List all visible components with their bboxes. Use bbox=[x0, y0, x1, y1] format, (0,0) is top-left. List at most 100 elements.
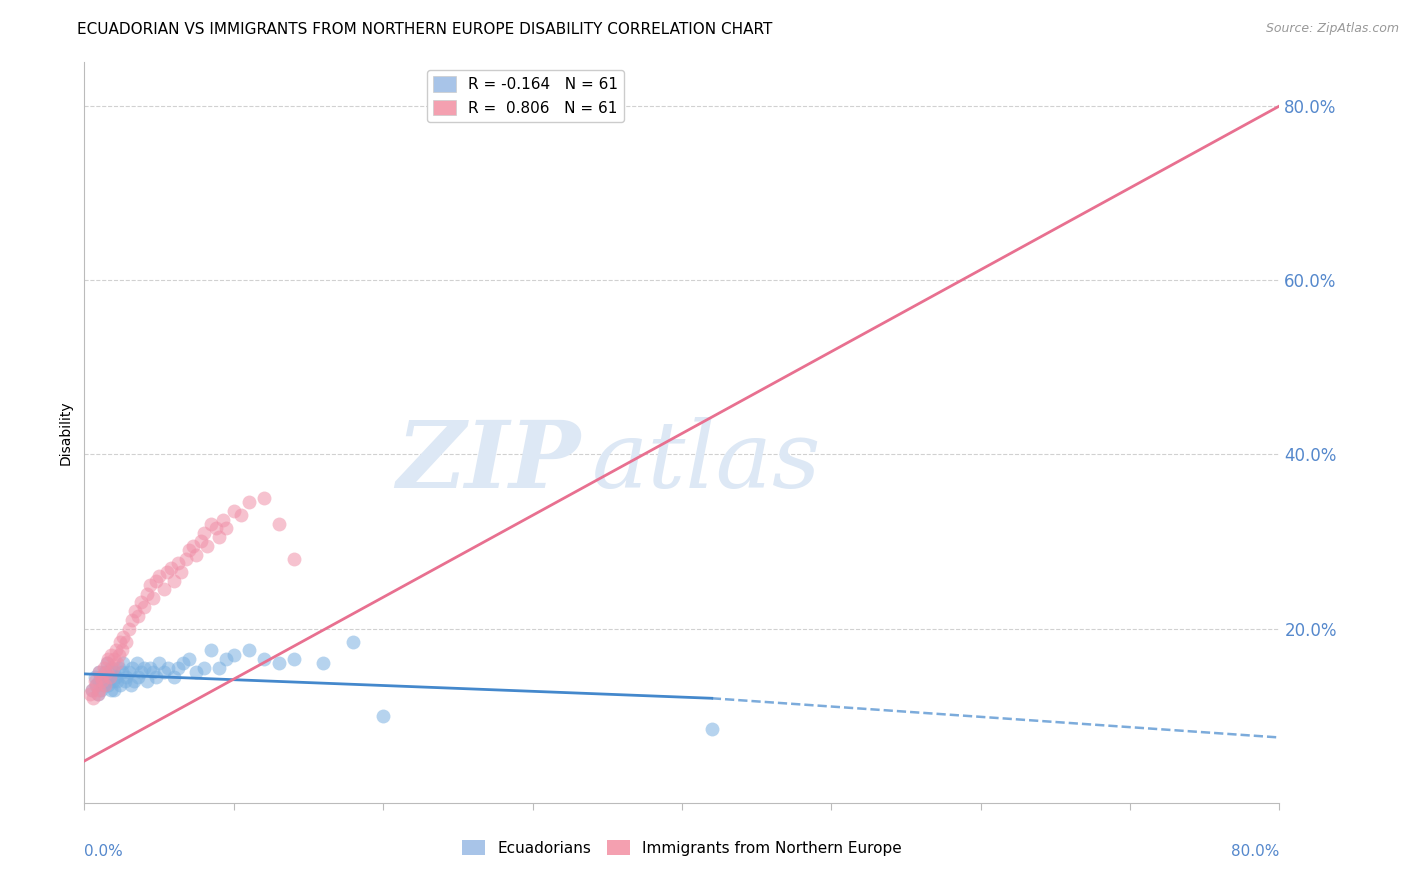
Point bbox=[100, 682, 122, 697]
Point bbox=[87, 687, 110, 701]
Point bbox=[111, 665, 134, 680]
Point bbox=[96, 665, 118, 680]
Point bbox=[93, 669, 115, 683]
Point bbox=[90, 669, 112, 683]
Point bbox=[97, 652, 120, 666]
Point bbox=[115, 669, 138, 683]
Point bbox=[79, 687, 101, 701]
Point bbox=[101, 673, 124, 688]
Point bbox=[96, 673, 118, 688]
Point bbox=[82, 691, 104, 706]
Point bbox=[107, 648, 129, 662]
Point bbox=[267, 517, 290, 532]
Text: ECUADORIAN VS IMMIGRANTS FROM NORTHERN EUROPE DISABILITY CORRELATION CHART: ECUADORIAN VS IMMIGRANTS FROM NORTHERN E… bbox=[77, 22, 773, 37]
Point bbox=[312, 657, 335, 671]
Point bbox=[190, 534, 212, 549]
Point bbox=[174, 552, 197, 566]
Point bbox=[124, 604, 146, 618]
Point bbox=[145, 669, 167, 683]
Point bbox=[186, 665, 208, 680]
Text: Source: ZipAtlas.com: Source: ZipAtlas.com bbox=[1265, 22, 1399, 36]
Point bbox=[101, 661, 124, 675]
Point bbox=[139, 578, 162, 592]
Point bbox=[103, 652, 125, 666]
Point bbox=[222, 648, 245, 662]
Point bbox=[200, 517, 222, 532]
Point bbox=[136, 587, 159, 601]
Point bbox=[267, 657, 290, 671]
Point bbox=[152, 582, 174, 597]
Point bbox=[121, 613, 143, 627]
Point bbox=[103, 682, 125, 697]
Point bbox=[89, 682, 111, 697]
Point bbox=[83, 673, 105, 688]
Point bbox=[91, 673, 114, 688]
Point bbox=[238, 495, 260, 509]
Point bbox=[112, 630, 135, 644]
Point bbox=[98, 669, 121, 683]
Point bbox=[104, 643, 127, 657]
Point bbox=[129, 665, 152, 680]
Point bbox=[104, 669, 127, 683]
Point bbox=[231, 508, 253, 523]
Point bbox=[148, 657, 170, 671]
Point bbox=[98, 669, 121, 683]
Point bbox=[94, 665, 117, 680]
Point bbox=[205, 521, 228, 535]
Point bbox=[160, 560, 183, 574]
Point bbox=[183, 539, 205, 553]
Point bbox=[96, 657, 118, 671]
Point bbox=[86, 678, 108, 692]
Point bbox=[115, 634, 138, 648]
Point bbox=[93, 661, 115, 675]
Point bbox=[142, 665, 165, 680]
Point bbox=[139, 661, 162, 675]
Point bbox=[283, 552, 305, 566]
Point bbox=[100, 661, 122, 675]
Y-axis label: Disability: Disability bbox=[59, 401, 73, 465]
Text: atlas: atlas bbox=[592, 417, 821, 508]
Point bbox=[112, 657, 135, 671]
Point bbox=[110, 678, 132, 692]
Point bbox=[105, 673, 128, 688]
Point bbox=[132, 599, 156, 614]
Point bbox=[86, 678, 108, 692]
Point bbox=[700, 722, 723, 736]
Point bbox=[129, 595, 152, 609]
Point bbox=[283, 652, 305, 666]
Point bbox=[373, 708, 395, 723]
Point bbox=[148, 569, 170, 583]
Point bbox=[111, 643, 134, 657]
Point bbox=[89, 673, 111, 688]
Point bbox=[342, 634, 364, 648]
Point bbox=[177, 543, 200, 558]
Point bbox=[93, 678, 115, 692]
Point bbox=[121, 661, 143, 675]
Point bbox=[215, 652, 238, 666]
Point bbox=[142, 591, 165, 606]
Point bbox=[145, 574, 167, 588]
Point bbox=[87, 687, 110, 701]
Point bbox=[132, 661, 156, 675]
Point bbox=[172, 657, 194, 671]
Point bbox=[105, 657, 128, 671]
Point bbox=[114, 673, 136, 688]
Point bbox=[200, 643, 222, 657]
Point bbox=[83, 669, 105, 683]
Point bbox=[91, 673, 114, 688]
Point bbox=[89, 665, 111, 680]
Point bbox=[127, 608, 149, 623]
Text: 80.0%: 80.0% bbox=[1232, 844, 1279, 858]
Point bbox=[155, 565, 177, 579]
Point bbox=[163, 574, 186, 588]
Point bbox=[193, 661, 215, 675]
Point bbox=[167, 661, 190, 675]
Point bbox=[215, 521, 238, 535]
Point bbox=[120, 678, 142, 692]
Legend: Ecuadorians, Immigrants from Northern Europe: Ecuadorians, Immigrants from Northern Eu… bbox=[456, 834, 908, 862]
Point bbox=[193, 525, 215, 540]
Point bbox=[96, 657, 118, 671]
Point bbox=[170, 565, 193, 579]
Point bbox=[195, 539, 218, 553]
Point bbox=[238, 643, 260, 657]
